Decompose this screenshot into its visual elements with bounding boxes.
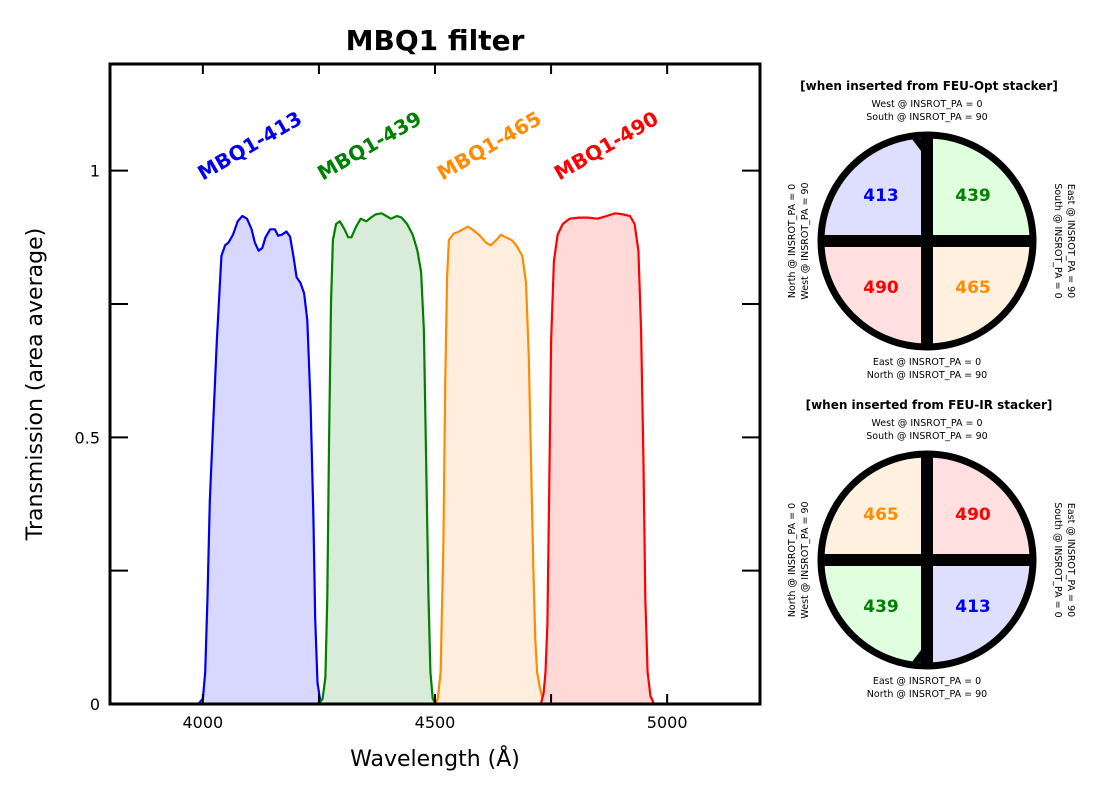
x-tick-label: 4000 xyxy=(182,713,223,732)
quadrant-label-490: 490 xyxy=(863,278,899,298)
filter-label-mbq1-413: MBQ1-413 xyxy=(193,106,306,185)
series-fill-mbq1-439 xyxy=(318,213,436,705)
series-line-mbq1-465 xyxy=(434,225,548,705)
filter-layout-diagrams: [when inserted from FEU-Opt stacker] West… xyxy=(787,79,1076,700)
vertical-bar xyxy=(921,454,933,666)
diagram-top-orientation: South @ INSROT_PA = 90 xyxy=(866,112,987,123)
quadrant-label-490: 490 xyxy=(955,505,991,525)
diagram-bottom-orientation: East @ INSROT_PA = 0 xyxy=(873,357,981,368)
vertical-bar xyxy=(921,135,933,347)
diagram-bottom-orientation: North @ INSROT_PA = 90 xyxy=(867,689,987,700)
series-line-mbq1-439 xyxy=(317,212,437,705)
diagram-left-orientation: North @ INSROT_PA = 0 xyxy=(787,184,798,298)
series-line-mbq1-490 xyxy=(539,212,656,705)
diagram-outline xyxy=(817,450,1037,670)
quadrant-439 xyxy=(933,137,1031,235)
x-axis-label: Wavelength (Å) xyxy=(350,745,520,772)
series-line-mbq1-413 xyxy=(197,214,324,705)
quadrant-439 xyxy=(823,566,921,664)
tick-layer: 4000 4500 5000 0 0.5 1 xyxy=(75,64,760,732)
orientation-notch xyxy=(912,139,921,151)
diagram-top-orientation: West @ INSROT_PA = 0 xyxy=(871,418,982,429)
diagram-right-orientation: East @ INSROT_PA = 90 xyxy=(1065,184,1076,298)
filter-label-mbq1-465: MBQ1-465 xyxy=(433,106,546,185)
diagram-outline xyxy=(817,131,1037,351)
diagram-left-orientation: West @ INSROT_PA = 90 xyxy=(800,182,811,299)
filter-label-mbq1-490: MBQ1-490 xyxy=(550,106,663,185)
quadrant-label-465: 465 xyxy=(863,505,899,525)
quadrant-490 xyxy=(823,247,921,345)
diagram-right-orientation: East @ INSROT_PA = 90 xyxy=(1065,503,1076,617)
filter-label-layer: MBQ1-413 MBQ1-439 MBQ1-465 MBQ1-490 xyxy=(193,106,662,185)
diagram-title: [when inserted from FEU-IR stacker] xyxy=(806,398,1053,412)
quadrant-465 xyxy=(933,247,1031,345)
quadrant-label-413: 413 xyxy=(955,597,991,617)
series-fill-mbq1-490 xyxy=(540,213,655,705)
y-tick-label: 1 xyxy=(90,162,100,181)
diagram-top-orientation: South @ INSROT_PA = 90 xyxy=(866,431,987,442)
diagram-right-orientation: South @ INSROT_PA = 0 xyxy=(1052,183,1063,298)
filter-label-mbq1-439: MBQ1-439 xyxy=(313,106,426,185)
filter-diagram-1: [when inserted from FEU-Opt stacker] West… xyxy=(787,79,1076,381)
x-tick-label: 4500 xyxy=(415,713,456,732)
series-fill-mbq1-465 xyxy=(435,226,547,704)
y-tick-label: 0 xyxy=(90,695,100,714)
series-fill-mbq1-413 xyxy=(198,216,323,704)
series-layer xyxy=(197,212,656,705)
y-tick-label: 0.5 xyxy=(75,428,100,447)
quadrant-413 xyxy=(823,137,921,235)
diagram-title: [when inserted from FEU-Opt stacker] xyxy=(800,79,1058,93)
quadrant-label-413: 413 xyxy=(863,186,899,206)
diagram-left-orientation: North @ INSROT_PA = 0 xyxy=(787,503,798,617)
quadrant-label-465: 465 xyxy=(955,278,991,298)
quadrant-label-439: 439 xyxy=(955,186,991,206)
y-axis-label: Transmission (area average) xyxy=(23,228,48,541)
diagram-bottom-orientation: East @ INSROT_PA = 0 xyxy=(873,676,981,687)
diagram-right-orientation: South @ INSROT_PA = 0 xyxy=(1052,502,1063,617)
orientation-notch xyxy=(912,650,921,662)
diagram-left-orientation: West @ INSROT_PA = 90 xyxy=(800,501,811,618)
diagram-bottom-orientation: North @ INSROT_PA = 90 xyxy=(867,370,987,381)
quadrant-label-439: 439 xyxy=(863,597,899,617)
chart-title: MBQ1 filter xyxy=(346,24,525,57)
quadrant-465 xyxy=(823,456,921,554)
filter-diagram-2: [when inserted from FEU-IR stacker] West … xyxy=(787,398,1076,700)
diagram-top-orientation: West @ INSROT_PA = 0 xyxy=(871,99,982,110)
quadrant-413 xyxy=(933,566,1031,664)
x-tick-label: 5000 xyxy=(647,713,688,732)
quadrant-490 xyxy=(933,456,1031,554)
